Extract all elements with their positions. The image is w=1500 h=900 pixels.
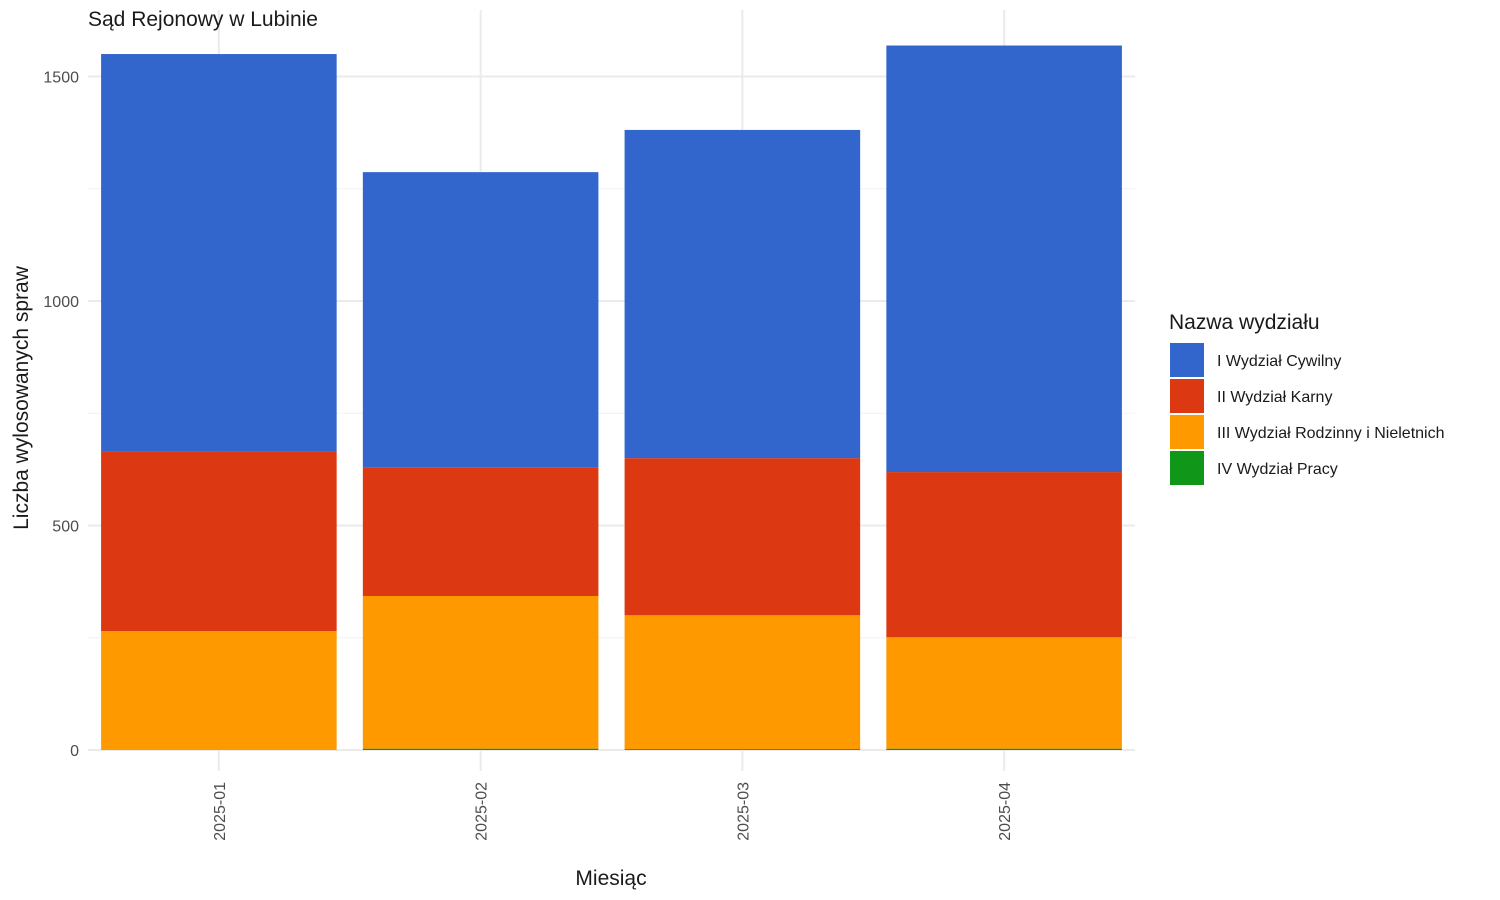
legend-label: II Wydział Karny [1217,389,1332,406]
bars [101,45,1122,750]
bar-segment [624,615,861,750]
chart-title: Sąd Rejonowy w Lubinie [88,8,318,31]
y-axis-ticks: 0 500 1000 1500 [43,70,79,761]
bar-segment [624,129,861,459]
legend: I Wydział Cywilny II Wydział Karny III Wyd… [1170,343,1445,485]
legend-swatch [1170,379,1204,413]
bar-segment [101,451,337,632]
legend-label: I Wydział Cywilny [1217,353,1341,370]
bar-segment [362,467,599,596]
y-axis-title: Liczba wylosowanych spraw [10,265,33,530]
legend-swatch [1170,343,1204,377]
x-tick-label: 2025-01 [212,782,229,841]
x-tick-label: 2025-04 [997,782,1014,841]
bar-segment [362,595,599,749]
legend-swatch [1170,415,1204,449]
bar-segment [624,749,861,750]
bar-segment [101,631,337,750]
x-tick-label: 2025-03 [735,782,752,841]
legend-label: III Wydział Rodzinny i Nieletnich [1217,425,1445,442]
bar-segment [362,172,599,468]
legend-title: Nazwa wydziału [1169,311,1320,334]
legend-swatch [1170,451,1204,485]
bar-segment [886,748,1122,750]
bar-segment [362,748,599,750]
y-tick-label: 0 [70,743,79,760]
legend-label: IV Wydział Pracy [1217,461,1338,478]
bar-segment [886,637,1122,749]
x-tick-label: 2025-02 [474,782,491,841]
y-tick-label: 1000 [43,294,79,311]
bar-segment [101,54,337,452]
y-tick-label: 1500 [43,70,79,87]
y-tick-label: 500 [52,519,79,536]
bar-segment [886,472,1122,638]
bar-segment [886,45,1122,473]
x-axis-title: Miesiąc [575,867,646,890]
x-axis-ticks: 2025-01 2025-02 2025-03 2025-04 [212,782,1014,841]
bar-segment [624,458,861,616]
